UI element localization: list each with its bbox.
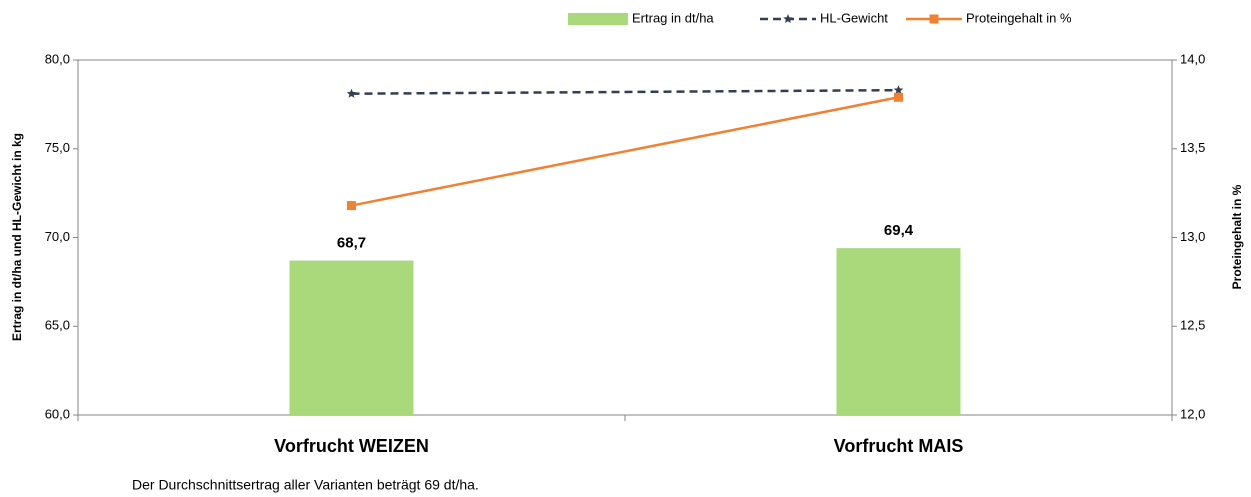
bar: [289, 260, 414, 415]
legend-label: Ertrag in dt/ha: [632, 10, 714, 25]
legend-marker: [929, 14, 939, 24]
bar: [836, 248, 961, 415]
x-tick-label: Vorfrucht WEIZEN: [274, 436, 429, 456]
note: Der Durchschnittsertrag aller Varianten …: [132, 477, 479, 493]
legend-marker: [783, 14, 793, 23]
x-tick-label: Vorfrucht MAIS: [834, 436, 964, 456]
marker: [894, 92, 903, 102]
y-tick-label: 80,0: [45, 51, 70, 66]
value-label: 69,4: [884, 222, 914, 239]
y2-tick-label: 14,0: [1180, 51, 1205, 66]
y-tick-label: 65,0: [45, 318, 70, 333]
value-label: 68,7: [337, 235, 366, 252]
legend-label: Proteingehalt in %: [966, 10, 1072, 25]
marker: [347, 201, 356, 211]
legend-swatch: [568, 13, 628, 25]
y-tick-label: 60,0: [45, 406, 70, 421]
y2-tick-label: 13,5: [1180, 140, 1205, 155]
line: [351, 88, 899, 95]
y2-axis-title: Proteingehalt in %: [1230, 184, 1244, 289]
y-tick-label: 75,0: [45, 140, 70, 155]
marker: [346, 88, 357, 98]
y-axis-title: Ertrag in dt/ha und HL-Gewicht in kg: [10, 133, 24, 341]
y-tick-label: 70,0: [45, 229, 70, 244]
line: [351, 96, 899, 207]
y2-tick-label: 12,0: [1180, 406, 1205, 421]
legend-label: HL-Gewicht: [820, 10, 888, 25]
y2-tick-label: 12,5: [1180, 318, 1205, 333]
marker: [893, 85, 904, 95]
y2-tick-label: 13,0: [1180, 229, 1205, 244]
